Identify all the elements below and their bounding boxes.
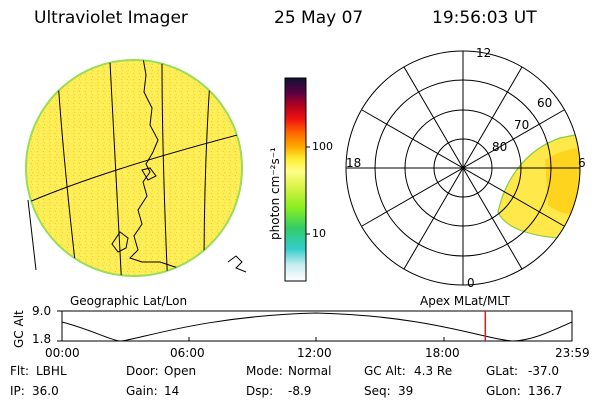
gcalt-label: GC Alt: — [364, 364, 406, 378]
glat-value: -37.0 — [528, 364, 560, 378]
gain-value: 14 — [164, 384, 180, 398]
mlt-label-6: 6 — [578, 156, 586, 170]
glat-label: GLat: — [486, 364, 519, 378]
lat-label-60: 60 — [537, 96, 553, 110]
gain-label: Gain: — [126, 384, 158, 398]
mlt-label-12: 12 — [476, 46, 492, 60]
right-panel-caption: Apex MLat/MLT — [420, 294, 510, 308]
seq-label: Seq: — [364, 384, 391, 398]
altitude-xtick-0600: 06:00 — [170, 346, 205, 360]
altitude-ylabel: GC Alt — [12, 310, 26, 348]
earth-image — [25, 59, 247, 277]
seq-value: 39 — [398, 384, 414, 398]
dsp-value: -8.9 — [288, 384, 312, 398]
altitude-ytick-1-8: 1.8 — [32, 332, 52, 346]
altitude-xtick-0000: 00:00 — [45, 346, 80, 360]
glon-label: GLon: — [486, 384, 521, 398]
gcalt-value: 4.3 Re — [414, 364, 453, 378]
colorbar-tick-100: 100 — [312, 140, 333, 153]
flt-value: LBHL — [36, 364, 67, 378]
dsp-label: Dsp: — [246, 384, 274, 398]
lat-label-70: 70 — [514, 118, 530, 132]
colorbar-tick-10: 10 — [312, 227, 326, 240]
colorbar — [284, 77, 310, 282]
flt-label: Flt: — [10, 364, 29, 378]
lat-label-80: 80 — [492, 140, 508, 154]
mlt-label-18: 18 — [346, 156, 362, 170]
mode-value: Normal — [288, 364, 332, 378]
left-panel-caption: Geographic Lat/Lon — [70, 294, 188, 308]
altitude-xtick-1800: 18:00 — [425, 346, 460, 360]
altitude-xtick-2359: 23:59 — [555, 346, 590, 360]
door-value: Open — [164, 364, 197, 378]
ip-value: 36.0 — [32, 384, 59, 398]
altitude-plot — [57, 310, 573, 342]
ip-label: IP: — [10, 384, 25, 398]
time-label: 19:56:03 UT — [432, 8, 537, 28]
mlt-label-0: 0 — [467, 276, 475, 290]
altitude-xtick-1200: 12:00 — [297, 346, 332, 360]
door-label: Door: — [126, 364, 159, 378]
altitude-ytick-9: 9.0 — [32, 304, 52, 318]
polar-grid — [345, 50, 581, 286]
colorbar-label: photon cm⁻²s⁻¹ — [268, 147, 282, 240]
instrument-title: Ultraviolet Imager — [34, 8, 188, 28]
glon-value: 136.7 — [528, 384, 563, 398]
mode-label: Mode: — [246, 364, 283, 378]
date-label: 25 May 07 — [274, 8, 364, 28]
